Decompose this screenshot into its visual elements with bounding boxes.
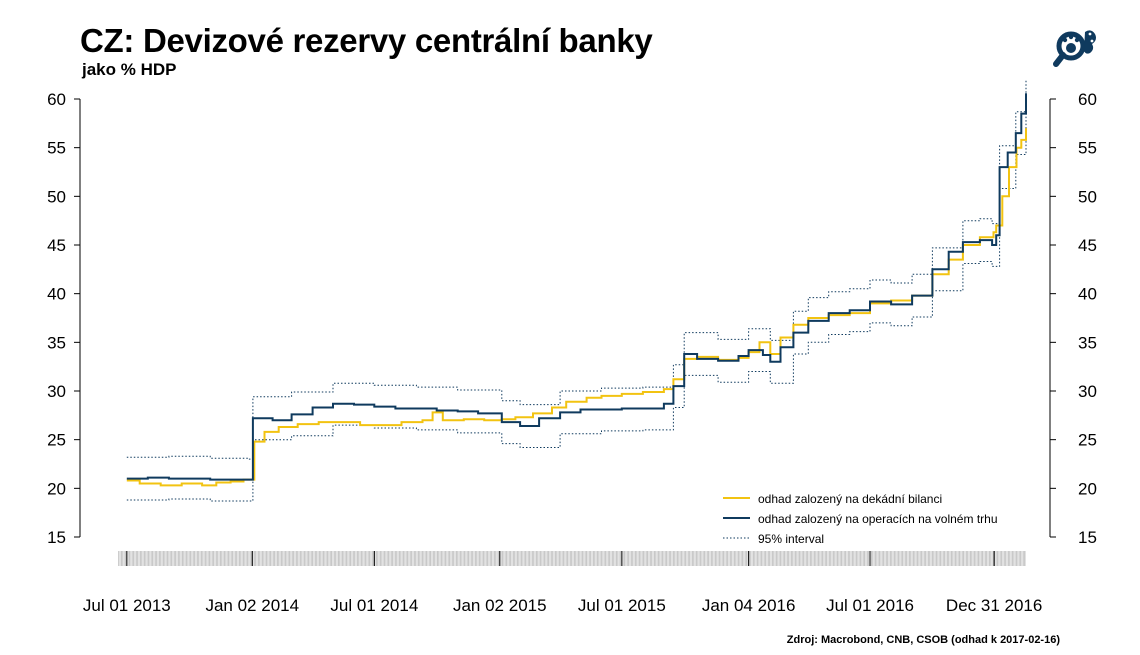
series-layer — [126, 79, 1027, 502]
y-axis-left: 15 20 25 30 35 40 45 50 55 60 — [47, 90, 81, 547]
legend: odhad zalozený na dekádní bilanci odhad … — [723, 492, 998, 546]
y-tick-label-left: 60 — [47, 90, 66, 109]
y-axis-right: 15 20 25 30 35 40 45 50 55 60 — [1049, 90, 1097, 547]
y-tick-label-left: 55 — [47, 139, 66, 158]
interval-upper-line — [126, 79, 1027, 460]
x-tick-label: Jul 01 2015 — [578, 596, 666, 615]
x-tick-label: Jan 02 2015 — [453, 596, 547, 615]
date-rug — [117, 551, 1026, 566]
y-tick-label-left: 25 — [47, 431, 66, 450]
x-tick-label: Jul 01 2013 — [83, 596, 171, 615]
y-tick-label-right: 15 — [1078, 528, 1097, 547]
legend-label-decadal: odhad zalozený na dekádní bilanci — [758, 492, 942, 506]
source-note: Zdroj: Macrobond, CNB, CSOB (odhad k 201… — [786, 634, 1060, 646]
y-tick-label-right: 55 — [1078, 139, 1097, 158]
y-tick-label-right: 20 — [1078, 479, 1097, 498]
y-tick-label-left: 40 — [47, 285, 66, 304]
x-tick-label: Jan 04 2016 — [702, 596, 796, 615]
interval-lower-line — [126, 113, 1027, 502]
decadal-balance-line — [126, 128, 1027, 487]
y-tick-label-right: 50 — [1078, 187, 1097, 206]
bear-paw-magnifier-icon — [1053, 30, 1096, 67]
y-tick-label-left: 45 — [47, 236, 66, 255]
y-tick-label-left: 50 — [47, 187, 66, 206]
y-tick-label-left: 20 — [47, 479, 66, 498]
y-tick-label-right: 45 — [1078, 236, 1097, 255]
y-tick-label-right: 35 — [1078, 333, 1097, 352]
y-tick-label-right: 30 — [1078, 382, 1097, 401]
y-tick-label-right: 60 — [1078, 90, 1097, 109]
x-tick-label: Jan 02 2014 — [205, 596, 299, 615]
x-tick-label: Jul 01 2016 — [826, 596, 914, 615]
legend-label-interval: 95% interval — [758, 532, 824, 546]
legend-label-market: odhad zalozený na operacích na volném tr… — [758, 512, 998, 526]
y-tick-label-left: 35 — [47, 333, 66, 352]
y-tick-label-left: 15 — [47, 528, 66, 547]
open-market-line — [126, 93, 1027, 481]
x-axis: Jul 01 2013 Jan 02 2014 Jul 01 2014 Jan 02 … — [83, 551, 1042, 615]
y-tick-label-left: 30 — [47, 382, 66, 401]
y-tick-label-right: 25 — [1078, 431, 1097, 450]
y-tick-label-right: 40 — [1078, 285, 1097, 304]
x-tick-label: Dec 31 2016 — [946, 596, 1042, 615]
chart-subtitle: jako % HDP — [82, 60, 177, 79]
x-tick-label: Jul 01 2014 — [330, 596, 418, 615]
chart-title: CZ: Devizové rezervy centrální banky — [80, 22, 653, 59]
